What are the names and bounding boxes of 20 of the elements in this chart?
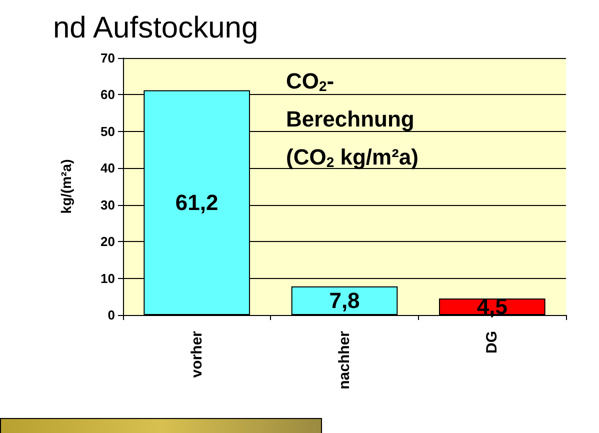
data-label: 61,2 <box>175 190 218 216</box>
y-tick-label: 10 <box>100 270 115 286</box>
y-tick-label: 50 <box>100 124 115 139</box>
y-tick-label: 0 <box>108 308 115 322</box>
annotation: (CO2 kg/m²a) <box>286 144 418 170</box>
x-tick-label: vorher <box>188 330 206 378</box>
y-axis-title: kg/(m²a) <box>58 159 74 214</box>
data-label: 7,8 <box>329 288 360 314</box>
bar <box>291 286 398 315</box>
chart-title: nd Aufstockung <box>53 12 258 44</box>
y-tick-label: 70 <box>100 50 115 66</box>
annotation: Berechnung <box>286 106 414 132</box>
data-label: 4,5 <box>476 294 508 320</box>
y-tick-label: 60 <box>100 87 115 102</box>
y-tick-label: 30 <box>100 197 115 212</box>
y-tick-label: 20 <box>100 234 115 250</box>
annotation: CO2- <box>286 68 334 94</box>
x-tick-label: DG <box>484 331 501 354</box>
y-tick-label: 40 <box>100 160 115 176</box>
x-tick-label: nachher <box>336 330 353 390</box>
